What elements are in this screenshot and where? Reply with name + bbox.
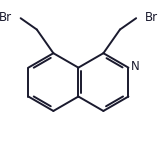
Text: N: N — [131, 60, 140, 73]
Text: Br: Br — [0, 11, 12, 24]
Text: Br: Br — [145, 11, 158, 24]
